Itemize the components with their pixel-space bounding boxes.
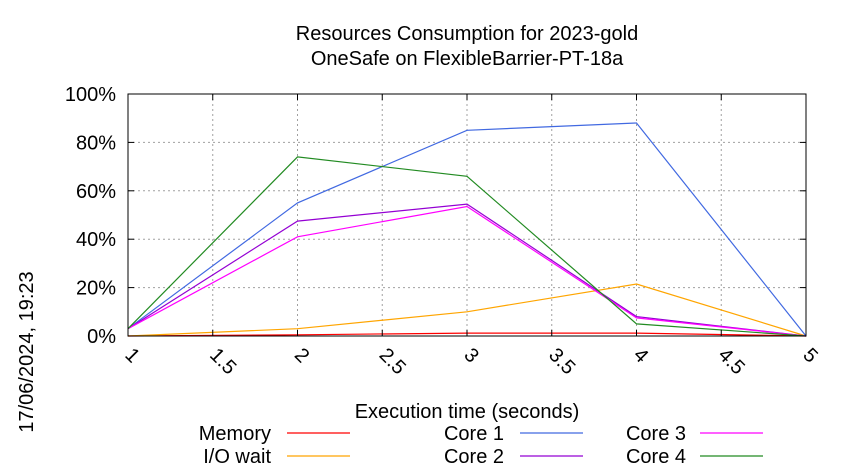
chart-title-line-2: OneSafe on FlexibleBarrier-PT-18a [311, 48, 624, 70]
grid [128, 94, 806, 336]
legend-label: Core 2 [444, 446, 504, 468]
series-line-i-o-wait [127, 283, 807, 337]
legend-label: I/O wait [203, 446, 271, 468]
legend-label: Memory [199, 423, 271, 445]
y-tick-label: 60% [76, 181, 116, 203]
series-lines [127, 122, 807, 337]
x-tick-label: 2 [290, 344, 313, 367]
y-tick-label: 100% [65, 84, 116, 106]
x-tick-label: 3.5 [544, 344, 579, 379]
legend-label: Core 3 [626, 423, 686, 445]
x-axis-label: Execution time (seconds) [355, 401, 580, 423]
series-line-core-3 [127, 205, 807, 337]
x-tick-label: 3 [459, 344, 482, 367]
x-tick-label: 1.5 [205, 344, 240, 379]
series-line-core-4 [127, 156, 807, 337]
x-tick-label: 4 [629, 344, 652, 367]
y-tick-label: 0% [87, 326, 116, 348]
y-axis-ticks: 0% 20% 40% 60% 80% 100% [65, 84, 806, 348]
legend-label: Core 4 [626, 446, 686, 468]
x-tick-label: 5 [798, 344, 821, 367]
timestamp: 17/06/2024, 19:23 [16, 271, 38, 432]
x-tick-label: 2.5 [375, 344, 410, 379]
series-line-core-2 [127, 203, 807, 337]
legend-label: Core 1 [444, 423, 504, 445]
series-line-core-1 [127, 122, 807, 337]
y-tick-label: 20% [76, 278, 116, 300]
y-tick-label: 80% [76, 132, 116, 154]
x-tick-label: 4.5 [714, 344, 749, 379]
x-tick-label: 1 [120, 344, 143, 367]
chart-title-line-1: Resources Consumption for 2023-gold [296, 23, 638, 45]
y-tick-label: 40% [76, 229, 116, 251]
